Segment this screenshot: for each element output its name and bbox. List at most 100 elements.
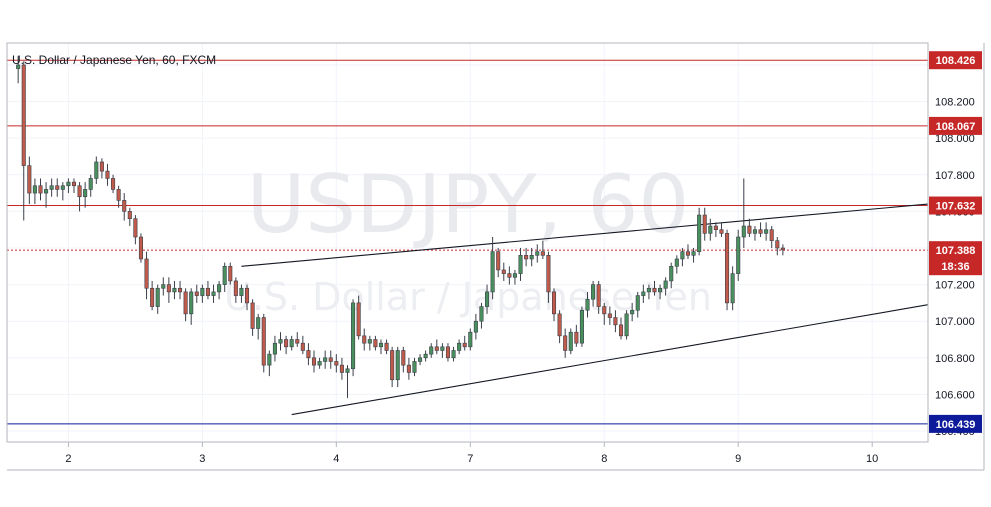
current-price-label: 107.388 <box>936 245 976 257</box>
candle-down <box>719 222 724 238</box>
candle-body <box>49 185 54 190</box>
candle-up <box>60 182 65 201</box>
candle-up <box>764 222 769 241</box>
candle-body <box>272 342 277 355</box>
candle-down <box>116 185 121 208</box>
y-tick-label: 108.200 <box>935 97 975 109</box>
candle-body <box>585 298 590 311</box>
candle-up <box>741 178 746 248</box>
candle-up <box>635 291 640 318</box>
watermark-symbol: USDJPY, 60 <box>247 158 690 251</box>
candle-body <box>769 229 774 241</box>
candle-up <box>155 284 160 314</box>
candle-body <box>730 273 735 304</box>
candle-up <box>88 174 93 197</box>
chart-title: U.S. Dollar / Japanese Yen, 60, FXCM <box>12 53 216 67</box>
candle-body <box>194 291 199 296</box>
candle-down <box>574 324 579 347</box>
candle-up <box>94 156 99 184</box>
candle-down <box>105 163 110 186</box>
candle-body <box>685 251 691 256</box>
candle-down <box>758 222 763 238</box>
candle-body <box>468 331 473 348</box>
candle-body <box>384 342 389 351</box>
candle-down <box>652 280 657 296</box>
candle-down <box>27 156 32 205</box>
candle-down <box>71 178 77 194</box>
candle-body <box>652 287 657 293</box>
candle-body <box>546 255 551 293</box>
candle-body <box>557 313 562 337</box>
candle-body <box>412 361 417 373</box>
candle-down <box>300 335 305 355</box>
candle-body <box>406 364 411 373</box>
candle-body <box>155 287 160 307</box>
candle-body <box>256 317 261 329</box>
trend-lines <box>241 203 929 416</box>
candle-body <box>551 291 557 315</box>
candle-up <box>289 335 294 351</box>
candle-up <box>535 244 540 263</box>
candle-body <box>725 233 730 304</box>
candle-body <box>635 295 640 311</box>
candle-body <box>445 346 450 359</box>
candle-body <box>295 339 300 344</box>
candle-body <box>211 291 216 296</box>
candle-down <box>702 207 707 241</box>
candle-body <box>485 291 490 307</box>
candle-up <box>272 335 277 362</box>
candle-body <box>32 185 37 194</box>
candle-up <box>479 302 484 329</box>
candle-up <box>708 218 713 241</box>
candle-body <box>233 280 238 296</box>
candle-up <box>490 237 495 300</box>
candle-up <box>429 343 434 358</box>
candle-down <box>127 207 132 227</box>
candle-body <box>401 350 406 366</box>
candle-body <box>351 302 356 370</box>
candle-up <box>440 343 445 358</box>
price-tag-label: 108.426 <box>936 55 976 67</box>
candle-up <box>367 335 372 351</box>
candle-down <box>775 237 780 256</box>
candle-down <box>133 215 138 245</box>
candle-up <box>66 178 71 194</box>
candle-down <box>618 317 624 340</box>
trend-line <box>291 304 929 416</box>
candle-body <box>602 306 607 315</box>
candle-body <box>178 287 183 293</box>
candle-body <box>579 309 584 344</box>
candle-down <box>596 280 601 314</box>
candle-body <box>501 269 506 274</box>
candle-body <box>708 225 713 234</box>
candle-body <box>244 287 250 304</box>
candle-up <box>669 262 674 289</box>
candle-body <box>618 324 624 337</box>
candle-body <box>328 357 333 362</box>
time-axis[interactable]: 2 3 4 7 8 9 10 <box>65 442 878 465</box>
candle-down <box>602 302 607 325</box>
candle-body <box>423 353 428 359</box>
candle-body <box>440 346 445 351</box>
candle-up <box>189 288 194 325</box>
candle-body <box>646 287 651 293</box>
candle-down <box>111 174 116 194</box>
candle-body <box>540 251 545 256</box>
x-tick-label: 10 <box>866 453 878 465</box>
candle-up <box>591 280 596 307</box>
candle-body <box>183 291 188 315</box>
candle-body <box>122 200 127 212</box>
candle-down <box>284 335 289 355</box>
candle-body <box>574 331 579 344</box>
price-tag-bg <box>929 196 982 215</box>
candle-up <box>49 178 54 197</box>
candle-up <box>663 277 668 296</box>
candle-down <box>244 284 250 311</box>
candle-body <box>88 178 93 190</box>
candle-down <box>339 357 344 380</box>
candle-down <box>613 310 618 333</box>
candle-body <box>66 181 71 187</box>
candle-body <box>99 161 104 172</box>
candle-body <box>613 317 618 326</box>
